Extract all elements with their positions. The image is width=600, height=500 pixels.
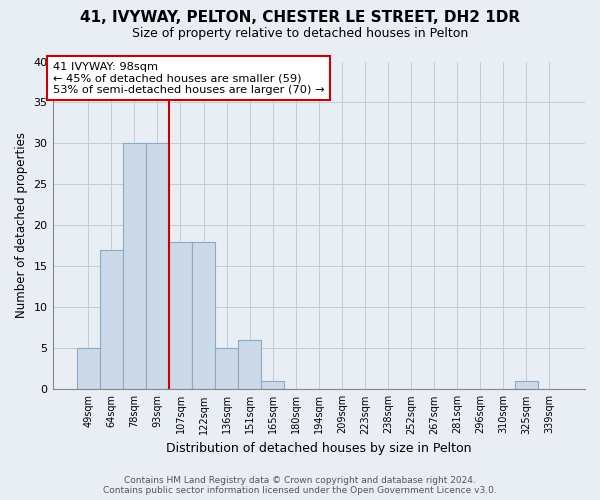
Text: 41 IVYWAY: 98sqm
← 45% of detached houses are smaller (59)
53% of semi-detached : 41 IVYWAY: 98sqm ← 45% of detached house… bbox=[53, 62, 324, 94]
Y-axis label: Number of detached properties: Number of detached properties bbox=[15, 132, 28, 318]
X-axis label: Distribution of detached houses by size in Pelton: Distribution of detached houses by size … bbox=[166, 442, 472, 455]
Bar bbox=[515, 381, 538, 390]
Bar bbox=[123, 144, 146, 390]
Text: 41, IVYWAY, PELTON, CHESTER LE STREET, DH2 1DR: 41, IVYWAY, PELTON, CHESTER LE STREET, D… bbox=[80, 10, 520, 25]
Bar bbox=[261, 381, 284, 390]
Bar bbox=[215, 348, 238, 390]
Bar bbox=[192, 242, 215, 390]
Bar bbox=[100, 250, 123, 390]
Text: Contains HM Land Registry data © Crown copyright and database right 2024.
Contai: Contains HM Land Registry data © Crown c… bbox=[103, 476, 497, 495]
Bar bbox=[77, 348, 100, 390]
Bar bbox=[169, 242, 192, 390]
Bar bbox=[238, 340, 261, 390]
Bar bbox=[146, 144, 169, 390]
Text: Size of property relative to detached houses in Pelton: Size of property relative to detached ho… bbox=[132, 28, 468, 40]
